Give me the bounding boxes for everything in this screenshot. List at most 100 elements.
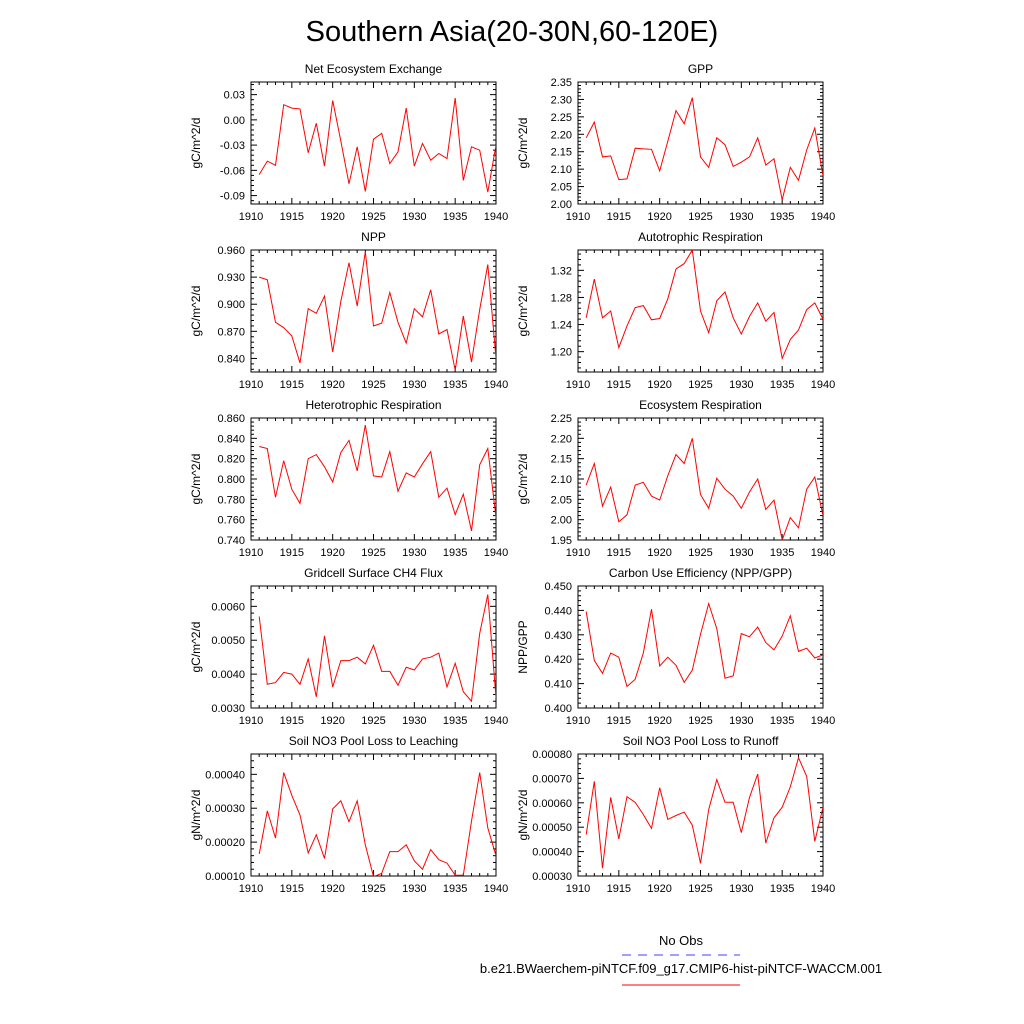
y-tick-label: 0.00020 xyxy=(205,837,245,849)
y-axis-label: gC/m^2/d xyxy=(189,454,203,505)
x-tick-label: 1910 xyxy=(239,715,263,727)
x-tick-label: 1930 xyxy=(402,211,426,223)
y-tick-label: 0.00030 xyxy=(532,871,572,883)
x-tick-label: 1940 xyxy=(484,547,508,559)
y-tick-label: 0.00030 xyxy=(205,803,245,815)
y-tick-label: 0.430 xyxy=(544,630,572,642)
y-tick-label: 0.840 xyxy=(217,433,245,445)
y-tick-label: 0.760 xyxy=(217,515,245,527)
x-tick-label: 1910 xyxy=(239,547,263,559)
x-tick-label: 1920 xyxy=(320,715,344,727)
x-tick-label: 1920 xyxy=(647,211,671,223)
x-tick-label: 1935 xyxy=(443,211,467,223)
x-tick-label: 1930 xyxy=(729,379,753,391)
y-axis-label: gC/m^2/d xyxy=(189,622,203,673)
y-tick-label: 0.740 xyxy=(217,535,245,547)
y-tick-label: 0.410 xyxy=(544,679,572,691)
panel-8: Soil NO3 Pool Loss to Leaching 1910 1915 19… xyxy=(189,734,508,895)
x-tick-label: 1935 xyxy=(443,547,467,559)
plot-frame xyxy=(577,417,824,541)
panel-6: Gridcell Surface CH4 Flux 1910 1915 1920 192… xyxy=(189,566,508,727)
panel-title: Net Ecosystem Exchange xyxy=(305,62,443,76)
y-axis-label: gC/m^2/d xyxy=(516,286,530,337)
y-tick-label: 0.820 xyxy=(217,454,245,466)
x-tick-label: 1920 xyxy=(320,379,344,391)
y-tick-label: 0.00010 xyxy=(205,871,245,883)
series-line-0 xyxy=(585,250,823,361)
y-tick-label: 1.24 xyxy=(551,320,572,332)
x-tick-label: 1940 xyxy=(811,379,835,391)
x-tick-label: 1925 xyxy=(361,883,385,895)
x-tick-label: 1925 xyxy=(361,379,385,391)
x-tick-label: 1915 xyxy=(280,715,304,727)
x-tick-label: 1915 xyxy=(607,379,631,391)
y-tick-label: 0.860 xyxy=(217,413,245,425)
figure-title: Southern Asia(20-30N,60-120E) xyxy=(306,16,719,48)
y-tick-label: 2.25 xyxy=(551,112,572,124)
x-tick-label: 1930 xyxy=(402,379,426,391)
y-tick-label: 2.20 xyxy=(551,129,572,141)
y-tick-label: -0.06 xyxy=(220,165,245,177)
plot-frame xyxy=(250,417,497,541)
y-tick-label: 0.780 xyxy=(217,494,245,506)
y-axis-label: gC/m^2/d xyxy=(189,286,203,337)
x-tick-label: 1940 xyxy=(811,715,835,727)
plot-frame xyxy=(250,585,497,709)
x-tick-label: 1910 xyxy=(566,379,590,391)
y-tick-label: 2.20 xyxy=(551,433,572,445)
y-tick-label: 0.00080 xyxy=(532,749,572,761)
y-tick-label: 0.450 xyxy=(544,581,572,593)
y-tick-label: 2.00 xyxy=(551,515,572,527)
y-tick-label: 0.930 xyxy=(217,272,245,284)
plot-frame xyxy=(577,585,824,709)
x-tick-label: 1925 xyxy=(361,211,385,223)
panel-1: GPP 1910 1915 1920 1925 1930 1935 1940 2.00 2.05 2… xyxy=(516,62,835,223)
y-tick-label: -0.03 xyxy=(220,140,245,152)
panel-title: Heterotrophic Respiration xyxy=(305,398,441,412)
y-tick-label: 0.0040 xyxy=(211,669,245,681)
y-tick-label: 0.900 xyxy=(217,299,245,311)
series-line-0 xyxy=(259,251,496,371)
x-tick-label: 1920 xyxy=(320,547,344,559)
y-axis-label: gN/m^2/d xyxy=(189,790,203,841)
x-tick-label: 1935 xyxy=(443,883,467,895)
series-line-0 xyxy=(258,97,496,193)
y-tick-label: 2.30 xyxy=(551,94,572,106)
y-tick-label: 2.05 xyxy=(551,494,572,506)
x-tick-label: 1920 xyxy=(320,883,344,895)
series-line-0 xyxy=(585,601,823,688)
panel-title: NPP xyxy=(361,230,386,244)
panel-5: Ecosystem Respiration 1910 1915 1920 1925 193… xyxy=(516,398,835,559)
y-tick-label: 0.00040 xyxy=(205,769,245,781)
y-tick-label: 0.03 xyxy=(224,90,245,102)
y-tick-label: 0.440 xyxy=(544,605,572,617)
y-tick-label: 0.00040 xyxy=(532,847,572,859)
x-tick-label: 1915 xyxy=(607,715,631,727)
panel-4: Heterotrophic Respiration 1910 1915 1920 192… xyxy=(189,398,508,559)
panel-title: Autotrophic Respiration xyxy=(638,230,763,244)
plot-frame xyxy=(250,249,497,373)
x-tick-label: 1925 xyxy=(361,715,385,727)
x-tick-label: 1935 xyxy=(770,211,794,223)
panel-title: Soil NO3 Pool Loss to Runoff xyxy=(623,734,780,748)
x-tick-label: 1910 xyxy=(566,547,590,559)
x-tick-label: 1930 xyxy=(402,715,426,727)
x-tick-label: 1920 xyxy=(647,547,671,559)
x-tick-label: 1935 xyxy=(770,883,794,895)
x-tick-label: 1925 xyxy=(688,211,712,223)
x-tick-label: 1915 xyxy=(607,547,631,559)
panel-title: Soil NO3 Pool Loss to Leaching xyxy=(289,734,458,748)
x-tick-label: 1915 xyxy=(280,547,304,559)
legend-label-model: b.e21.BWaerchem-piNTCF.f09_g17.CMIP6-his… xyxy=(480,961,882,976)
series-line-0 xyxy=(585,438,823,540)
y-tick-label: 0.0030 xyxy=(211,703,245,715)
x-tick-label: 1935 xyxy=(770,547,794,559)
panel-title: Carbon Use Efficiency (NPP/GPP) xyxy=(609,566,792,580)
x-tick-label: 1925 xyxy=(688,379,712,391)
panel-title: GPP xyxy=(688,62,713,76)
x-tick-label: 1940 xyxy=(811,883,835,895)
x-tick-label: 1910 xyxy=(239,883,263,895)
y-axis-label: NPP/GPP xyxy=(516,620,530,673)
panel-3: Autotrophic Respiration 1910 1915 1920 1925 1… xyxy=(516,230,835,391)
y-tick-label: 0.00050 xyxy=(532,822,572,834)
